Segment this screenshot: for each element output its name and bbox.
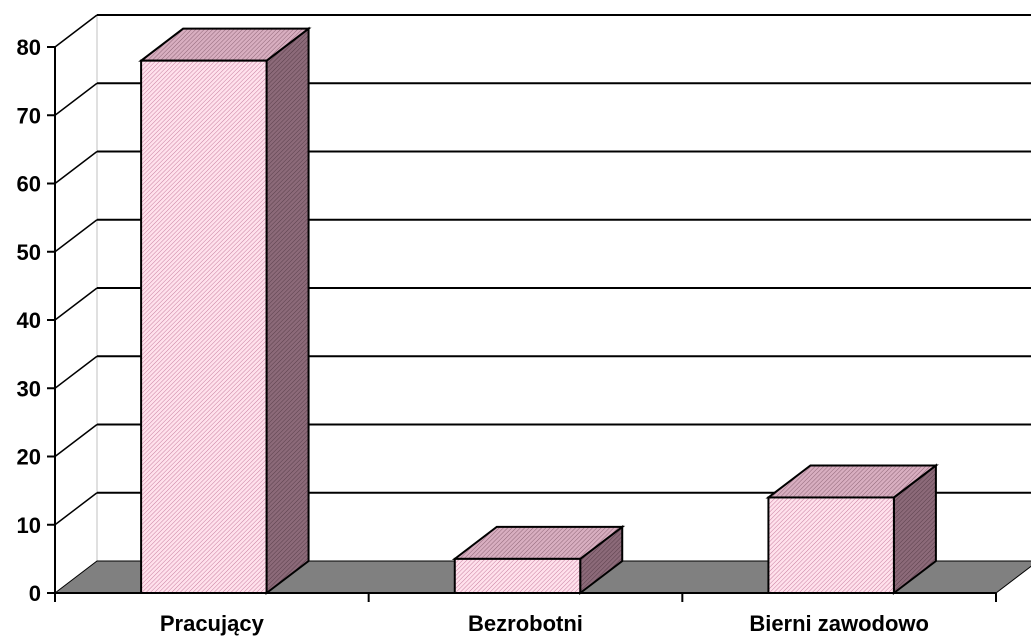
gridline-side-30 <box>54 355 98 389</box>
gridline-side-70 <box>54 82 98 116</box>
y-tick-label-70: 70 <box>17 103 41 128</box>
gridline-side-10 <box>54 492 98 526</box>
y-tick-labels: 0 10 20 30 40 50 60 70 80 <box>17 35 41 606</box>
y-tick-label-0: 0 <box>29 581 41 606</box>
bar-2 <box>451 524 626 596</box>
gridline-side-60 <box>54 150 98 185</box>
category-label-2: Bezrobotni <box>468 611 583 636</box>
bar-side <box>265 26 310 596</box>
bar-front <box>453 557 582 594</box>
category-label-3: Bierni zawodowo <box>749 611 929 636</box>
y-tick-label-40: 40 <box>17 308 41 333</box>
gridline-side-20 <box>54 423 98 458</box>
y-tick-label-80: 80 <box>17 35 41 60</box>
y-axis <box>47 46 56 594</box>
x-axis <box>54 592 997 602</box>
gridline-side-80 <box>54 14 98 48</box>
y-tick-label-30: 30 <box>17 376 41 401</box>
y-tick-label-50: 50 <box>17 240 41 265</box>
category-label-1: Pracujący <box>160 611 265 636</box>
y-tick-label-20: 20 <box>17 445 41 470</box>
bar-front <box>767 496 895 595</box>
bars <box>138 26 939 596</box>
bar-front <box>140 59 268 594</box>
category-labels: Pracujący Bezrobotni Bierni zawodowo <box>160 611 929 636</box>
gridline-side-40 <box>54 287 98 321</box>
y-tick-label-10: 10 <box>17 513 41 538</box>
bar-3 <box>765 463 939 596</box>
bar-1 <box>138 26 312 596</box>
y-tick-label-60: 60 <box>17 172 41 197</box>
gridline-side-50 <box>54 219 98 253</box>
